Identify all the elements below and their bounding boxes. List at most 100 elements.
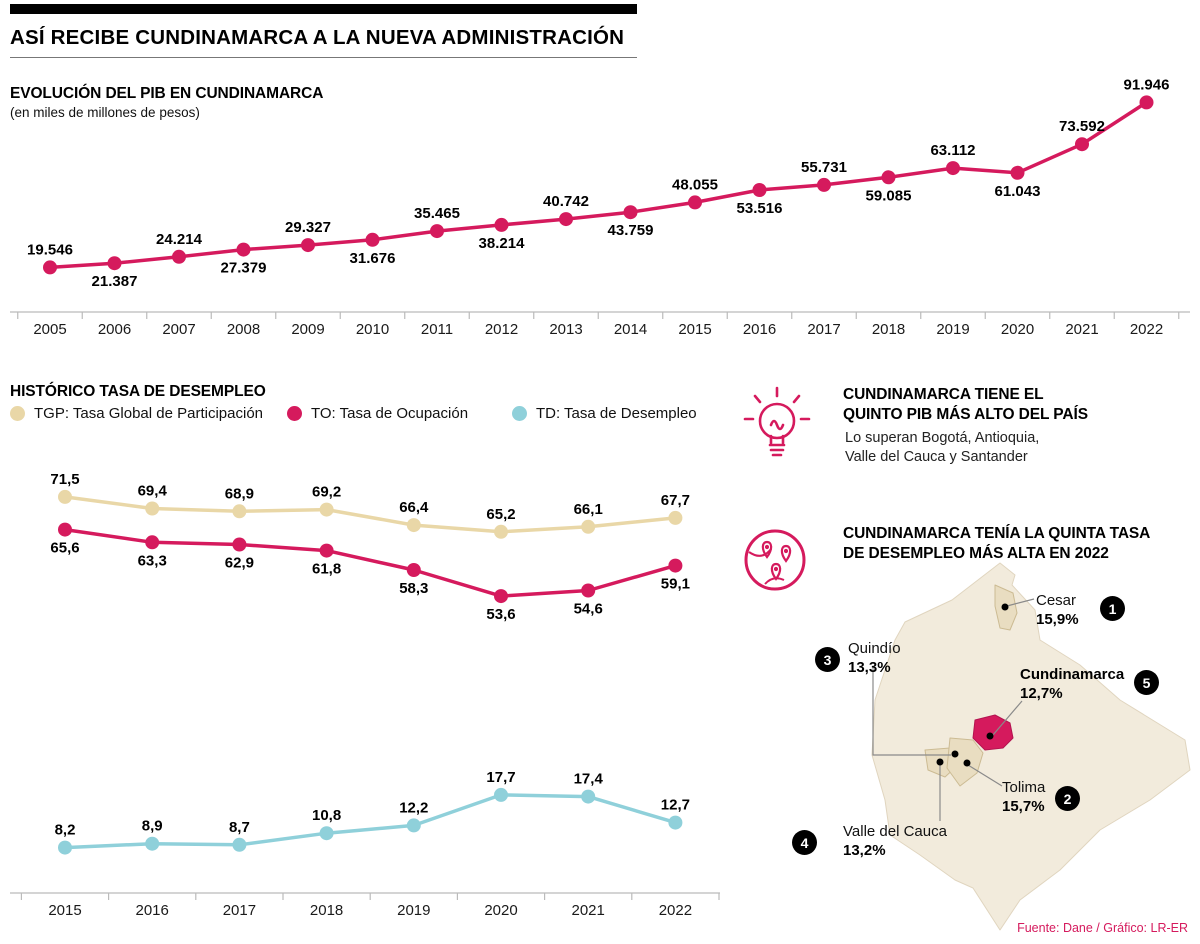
data-point — [817, 177, 831, 192]
data-label: 65,6 — [50, 540, 79, 557]
tgp-legend-dot-icon — [10, 406, 25, 421]
data-point — [581, 583, 596, 598]
data-label: 12,2 — [399, 799, 428, 816]
x-tick-label: 2016 — [136, 902, 169, 919]
data-label: 38.214 — [479, 235, 526, 252]
legend-label-to: TO: Tasa de Ocupación — [311, 405, 469, 422]
tolima-connector-line — [967, 764, 1003, 787]
data-label: 17,4 — [574, 771, 604, 788]
data-point — [319, 826, 334, 841]
unemployment-line-chart: 2015 2016 2017 2018 2019 2020 2021 2022 71,5 69,4… — [10, 471, 720, 919]
data-label: 58,3 — [399, 580, 428, 597]
data-label: 48.055 — [672, 176, 718, 193]
map-label-name: Cesar — [1036, 592, 1077, 609]
data-label: 8,2 — [55, 822, 76, 839]
data-point — [58, 489, 72, 504]
data-point — [752, 183, 767, 197]
data-label: 65,2 — [486, 506, 515, 523]
data-label: 24.214 — [156, 231, 203, 248]
rank-badge-2: 2 — [1055, 786, 1080, 811]
insight-pib-body-line1: Lo superan Bogotá, Antioquia, — [845, 430, 1040, 446]
pib-line-chart: 2005 2006 2007 2008 2009 2010 2011 2012 2013 2014… — [10, 76, 1190, 338]
map-label-name: Cundinamarca — [1020, 666, 1125, 683]
insight-unemployment-title-line2: DE DESEMPLEO MÁS ALTA EN 2022 — [843, 544, 1109, 562]
data-label: 53.516 — [737, 200, 783, 217]
data-label: 31.676 — [350, 250, 396, 267]
page-title: ASÍ RECIBE CUNDINAMARCA A LA NUEVA ADMIN… — [10, 26, 625, 49]
data-point — [1010, 165, 1025, 180]
data-point — [494, 217, 509, 232]
map-label-value: 13,2% — [843, 842, 886, 859]
data-point — [232, 837, 247, 852]
data-point — [668, 510, 683, 525]
series-pib: 19.546 21.387 24.214 27.379 29.327 31.676 35.4… — [27, 76, 1169, 290]
x-tick-label: 2022 — [659, 902, 692, 919]
series-line — [64, 527, 676, 598]
data-point — [668, 558, 683, 573]
data-label: 29.327 — [285, 219, 331, 236]
data-label: 63,3 — [138, 552, 167, 569]
header-black-bar — [10, 4, 637, 14]
series-line — [64, 793, 676, 850]
data-point — [430, 224, 444, 239]
unemployment-chart-title: HISTÓRICO TASA DE DESEMPLEO — [10, 383, 266, 400]
x-tick-label: 2018 — [872, 321, 905, 338]
map-label-valle-del-cauca: Valle del Cauca 13,2% — [843, 823, 947, 860]
data-label: 59.085 — [866, 187, 912, 204]
data-point — [1075, 137, 1089, 152]
series-to: 65,6 63,3 62,9 61,8 58,3 53,6 54,6 59,1 — [50, 522, 690, 623]
quindio-map-dot — [951, 750, 959, 758]
data-point — [881, 170, 896, 185]
title-divider — [10, 57, 637, 58]
x-tick-label: 2016 — [743, 321, 776, 338]
data-point — [301, 238, 315, 253]
data-label: 53,6 — [486, 606, 515, 623]
pib-chart-subtitle: (en miles de millones de pesos) — [10, 105, 200, 120]
data-point — [145, 501, 160, 516]
data-point — [494, 524, 508, 539]
map-label-quindio: Quindío 13,3% — [848, 640, 901, 677]
colombia-outline — [871, 562, 1191, 931]
data-point — [623, 205, 638, 220]
map-label-value: 15,9% — [1036, 611, 1079, 628]
x-tick-label: 2020 — [1001, 321, 1034, 338]
quindio-connector-line — [872, 667, 951, 756]
x-tick-label: 2011 — [421, 321, 453, 338]
data-point — [494, 787, 508, 802]
data-point — [319, 543, 334, 558]
data-point — [43, 260, 57, 275]
data-point — [1139, 95, 1154, 110]
x-tick-label: 2019 — [397, 902, 430, 919]
valle-map-dot — [936, 758, 944, 766]
data-label: 55.731 — [801, 159, 847, 176]
x-tick-label: 2005 — [33, 321, 66, 338]
data-point — [406, 518, 421, 533]
series-line — [64, 495, 676, 534]
map-label-tolima: Tolima 15,7% — [1002, 779, 1045, 816]
data-label: 61,8 — [312, 561, 341, 578]
legend-label-td: TD: Tasa de Desempleo — [536, 405, 697, 422]
data-point — [581, 519, 596, 534]
series-td: 8,2 8,9 8,7 10,8 12,2 17,7 17,4 12,7 — [55, 769, 690, 855]
data-point — [581, 789, 596, 804]
rank-badge-5: 5 — [1134, 670, 1159, 695]
data-point — [668, 815, 683, 830]
colombia-map — [871, 562, 1191, 931]
globe-pins-icon — [744, 529, 806, 591]
data-label: 59,1 — [661, 576, 690, 593]
data-point — [58, 522, 72, 537]
data-label: 35.465 — [414, 205, 460, 222]
data-point — [107, 256, 122, 271]
data-label: 8,7 — [229, 819, 250, 836]
data-point — [406, 563, 421, 577]
cesar-connector-line — [1006, 598, 1035, 607]
insight-pib-body-line2: Valle del Cauca y Santander — [845, 449, 1028, 465]
data-point — [688, 195, 702, 210]
legend-item-to: TO: Tasa de Ocupación — [287, 405, 468, 422]
map-label-name: Tolima — [1002, 779, 1046, 796]
data-label: 27.379 — [221, 260, 267, 277]
map-label-value: 15,7% — [1002, 798, 1045, 815]
map-label-name: Quindío — [848, 640, 901, 657]
map-label-value: 13,3% — [848, 659, 891, 676]
